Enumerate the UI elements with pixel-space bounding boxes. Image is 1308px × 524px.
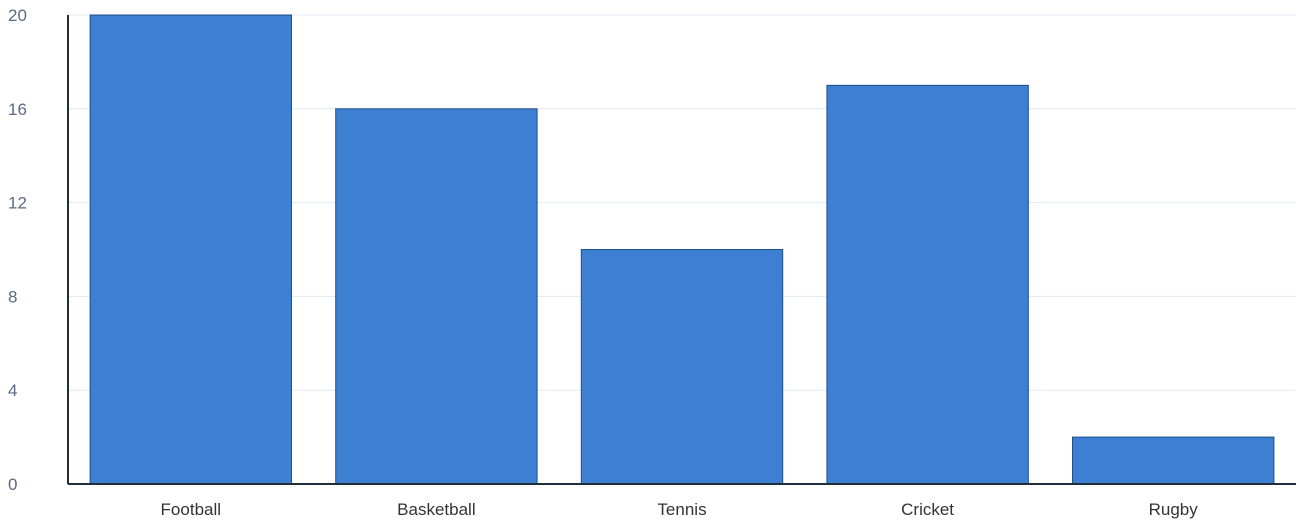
y-tick-label: 4 [8,381,17,400]
x-tick-label: Basketball [397,500,475,519]
y-tick-label: 8 [8,287,17,306]
y-tick-label: 0 [8,475,17,494]
bar-cricket[interactable] [826,84,1029,485]
x-tick-label: Tennis [657,500,706,519]
y-tick-label: 16 [8,100,27,119]
x-tick-label: Football [161,500,221,519]
x-tick-label: Cricket [901,500,954,519]
x-tick-label: Rugby [1149,500,1199,519]
bar-basketball[interactable] [335,108,538,485]
bar-rugby[interactable] [1072,436,1275,485]
y-tick-label: 12 [8,194,27,213]
tick-labels: 0 4 8 12 16 20 Football Basketball Tennis Cricket… [8,6,1198,519]
bar-tennis[interactable] [580,249,784,485]
axes [67,15,1296,485]
bar-football[interactable] [89,14,292,485]
bars [89,14,1275,485]
y-tick-label: 20 [8,6,27,25]
